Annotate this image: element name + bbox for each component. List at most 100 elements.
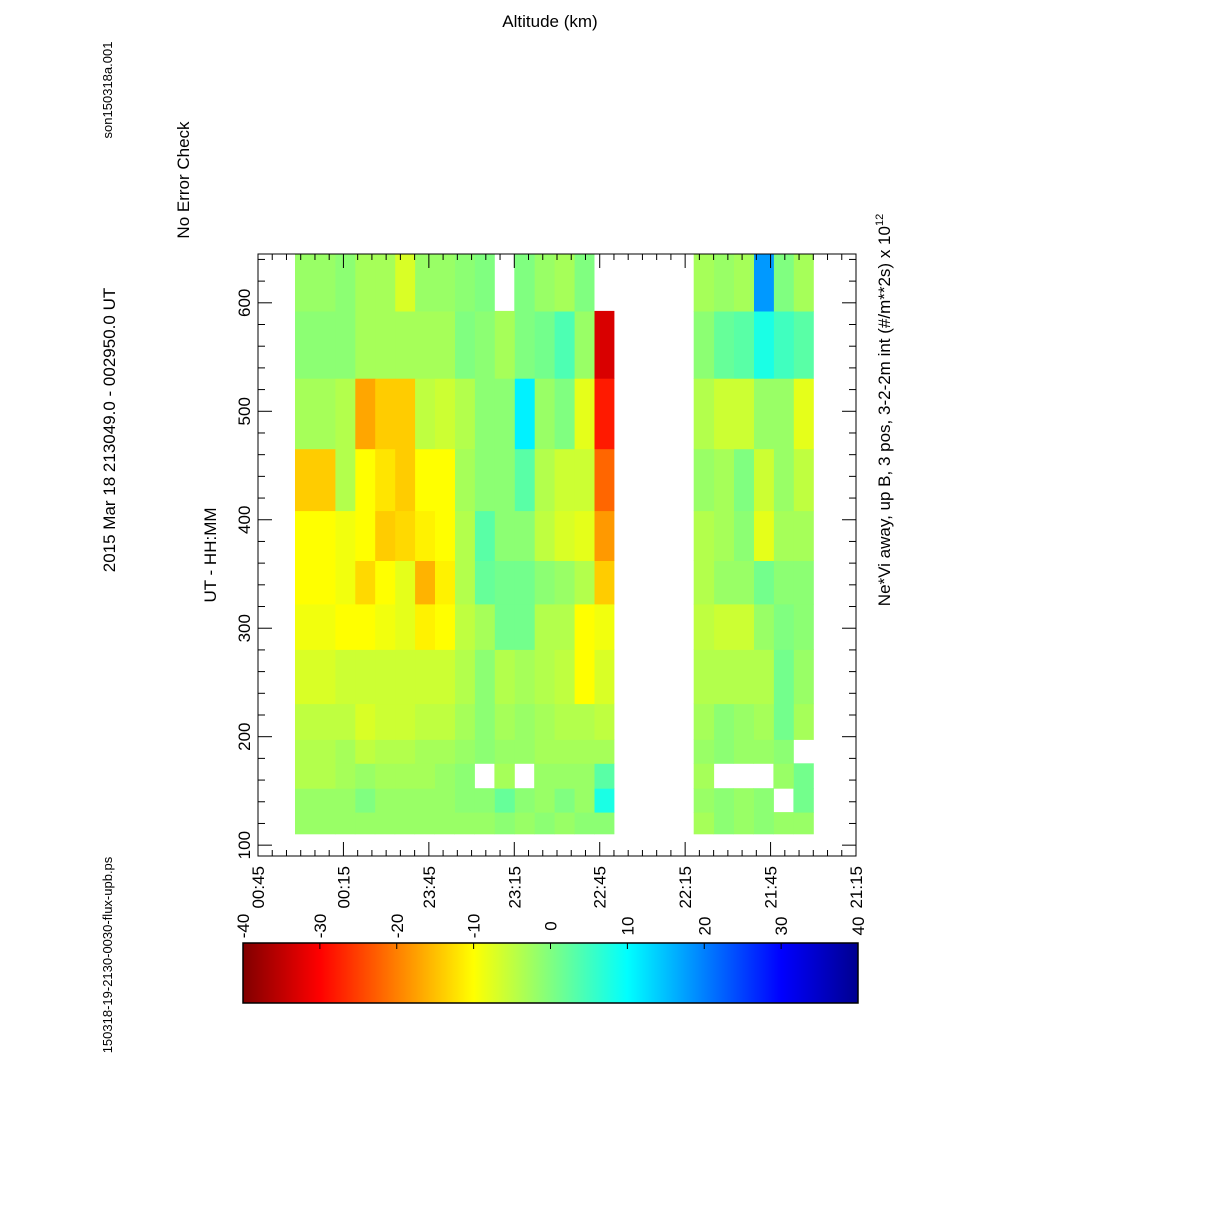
y-tick-label: 200 <box>235 722 254 750</box>
heatmap-cell <box>434 812 456 835</box>
heatmap-cell <box>334 739 356 764</box>
x-tick-label: 23:45 <box>420 866 439 909</box>
heatmap-cell <box>295 603 336 650</box>
heatmap-cell <box>295 788 336 813</box>
heatmap-cell <box>554 310 575 379</box>
heatmap-cell <box>494 560 515 605</box>
heatmap-cell <box>693 510 715 561</box>
heatmap-cell <box>334 378 356 450</box>
heatmap-cell <box>334 763 356 789</box>
heatmap-cell <box>594 378 615 450</box>
heatmap-cell <box>394 603 416 650</box>
heatmap-cell <box>713 378 734 450</box>
heatmap-cell <box>594 448 615 512</box>
heatmap-cell <box>574 448 595 512</box>
heatmap-cell <box>793 560 814 605</box>
heatmap-cell <box>454 378 475 450</box>
heatmap-cell <box>554 253 575 312</box>
heatmap-cell <box>414 310 436 379</box>
heatmap-cell <box>594 310 615 379</box>
heatmap-cell <box>733 739 754 764</box>
heatmap-cell <box>534 448 555 512</box>
heatmap-cell <box>414 253 436 312</box>
x-tick-label: 23:15 <box>505 866 524 909</box>
heatmap-cell <box>374 510 396 561</box>
heatmap-cell <box>454 739 475 764</box>
heatmap-cell <box>474 812 495 835</box>
heatmap-cell <box>753 448 774 512</box>
heatmap-cell <box>394 253 416 312</box>
heatmap-cell <box>295 253 336 312</box>
heatmap-cell <box>534 763 555 789</box>
heatmap-cell <box>434 310 456 379</box>
heatmap-cell <box>713 603 734 650</box>
heatmap-cell <box>434 378 456 450</box>
heatmap-cell <box>574 649 595 705</box>
heatmap-cell <box>574 378 595 450</box>
heatmap-cell <box>594 812 615 835</box>
heatmap-cell <box>753 788 774 813</box>
heatmap-cell <box>534 739 555 764</box>
heatmap-cell <box>534 788 555 813</box>
file-name-label: 150318-19-2130-0030-flux-upb.ps <box>100 856 115 1053</box>
heatmap-cell <box>594 649 615 705</box>
heatmap-cell <box>753 253 774 312</box>
heatmap-cell <box>474 788 495 813</box>
heatmap-cell <box>494 763 515 789</box>
heatmap-cell <box>334 788 356 813</box>
heatmap-cell <box>394 310 416 379</box>
heatmap-cell <box>434 649 456 705</box>
heatmap-cell <box>534 510 555 561</box>
heatmap-cell <box>554 448 575 512</box>
x-tick-label: 00:45 <box>249 866 268 909</box>
heatmap-cell <box>594 560 615 605</box>
heatmap-cells <box>295 253 814 835</box>
heatmap-cell <box>474 253 495 312</box>
y-tick-label: 100 <box>235 831 254 859</box>
heatmap-cell <box>733 788 754 813</box>
x-tick-label: 22:45 <box>591 866 610 909</box>
heatmap-cell <box>494 812 515 835</box>
heatmap-cell <box>295 703 336 740</box>
heatmap-cell <box>295 510 336 561</box>
heatmap-cell <box>554 378 575 450</box>
heatmap-cell <box>474 448 495 512</box>
heatmap-cell <box>554 812 575 835</box>
heatmap-cell <box>713 649 734 705</box>
heatmap-cell <box>394 788 416 813</box>
heatmap-cell <box>773 448 794 512</box>
heatmap-cell <box>394 649 416 705</box>
heatmap-cell <box>354 703 376 740</box>
heatmap-cell <box>474 739 495 764</box>
heatmap-cell <box>693 703 715 740</box>
colorbar-tick-label: -10 <box>465 914 484 939</box>
heatmap-cell <box>733 378 754 450</box>
heatmap-cell <box>534 253 555 312</box>
heatmap-cell <box>574 739 595 764</box>
heatmap-cell <box>334 603 356 650</box>
heatmap-cell <box>574 310 595 379</box>
heatmap-cell <box>414 448 436 512</box>
heatmap-cell <box>354 788 376 813</box>
heatmap-cell <box>534 378 555 450</box>
y-tick-label: 300 <box>235 614 254 642</box>
heatmap-cell <box>534 310 555 379</box>
heatmap-cell <box>295 378 336 450</box>
heatmap-cell <box>295 763 336 789</box>
heatmap-cell <box>534 603 555 650</box>
axis-ticks: 21:15 21:45 22:15 22:45 23:15 23:45 00:15 00:45… <box>235 254 866 909</box>
heatmap-cell <box>793 812 814 835</box>
heatmap-cell <box>713 788 734 813</box>
heatmap-cell <box>753 739 774 764</box>
heatmap-cell <box>554 788 575 813</box>
heatmap-cell <box>295 739 336 764</box>
heatmap-cell <box>394 510 416 561</box>
heatmap-cell <box>454 510 475 561</box>
colorbar-tick-label: 30 <box>772 917 791 936</box>
heatmap-cell <box>494 448 515 512</box>
x-axis-label: UT - HH:MM <box>201 507 220 602</box>
heatmap-cell <box>354 763 376 789</box>
colorbar-ticks: -40 -30 -20 -10 0 10 20 30 40 <box>234 914 868 949</box>
heatmap-cell <box>534 703 555 740</box>
